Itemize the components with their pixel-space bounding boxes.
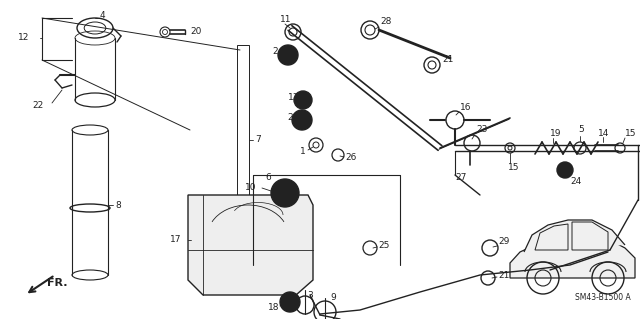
Text: 2: 2 [272,48,278,56]
Circle shape [557,162,573,178]
Text: 2: 2 [287,114,292,122]
Text: 21: 21 [498,271,509,280]
Circle shape [294,91,312,109]
Text: 1: 1 [300,147,306,157]
Text: 4: 4 [100,11,106,20]
Circle shape [292,110,312,130]
Polygon shape [524,220,625,252]
Text: 23: 23 [476,125,488,135]
Text: 27: 27 [455,174,467,182]
Text: 25: 25 [378,241,389,249]
Text: 15: 15 [508,164,520,173]
Text: 20: 20 [190,27,202,36]
Text: 9: 9 [330,293,336,301]
Text: 7: 7 [255,136,260,145]
Text: 14: 14 [598,129,609,137]
Circle shape [271,179,299,207]
Text: 10: 10 [245,183,257,192]
Polygon shape [510,238,635,278]
Text: 5: 5 [578,125,584,135]
Text: 15: 15 [625,129,637,137]
Text: 19: 19 [550,129,561,137]
Text: 17: 17 [170,235,182,244]
Text: 26: 26 [345,153,356,162]
Circle shape [278,45,298,65]
Circle shape [280,292,300,312]
Text: 13: 13 [288,93,300,102]
Text: 18: 18 [268,303,280,313]
Text: 6: 6 [265,174,271,182]
Text: 24: 24 [570,177,581,187]
Text: SM43-B1500 A: SM43-B1500 A [575,293,631,302]
Circle shape [277,185,293,201]
Text: 21: 21 [442,56,453,64]
Text: FR.: FR. [47,278,67,288]
Text: 3: 3 [307,291,313,300]
Polygon shape [188,195,313,295]
Text: 16: 16 [460,103,472,113]
Text: 12: 12 [18,33,29,42]
Text: 8: 8 [115,201,121,210]
Text: 11: 11 [280,16,291,25]
Text: 22: 22 [32,100,44,109]
Bar [237,45,249,255]
Text: 28: 28 [380,18,392,26]
Text: 29: 29 [498,238,509,247]
